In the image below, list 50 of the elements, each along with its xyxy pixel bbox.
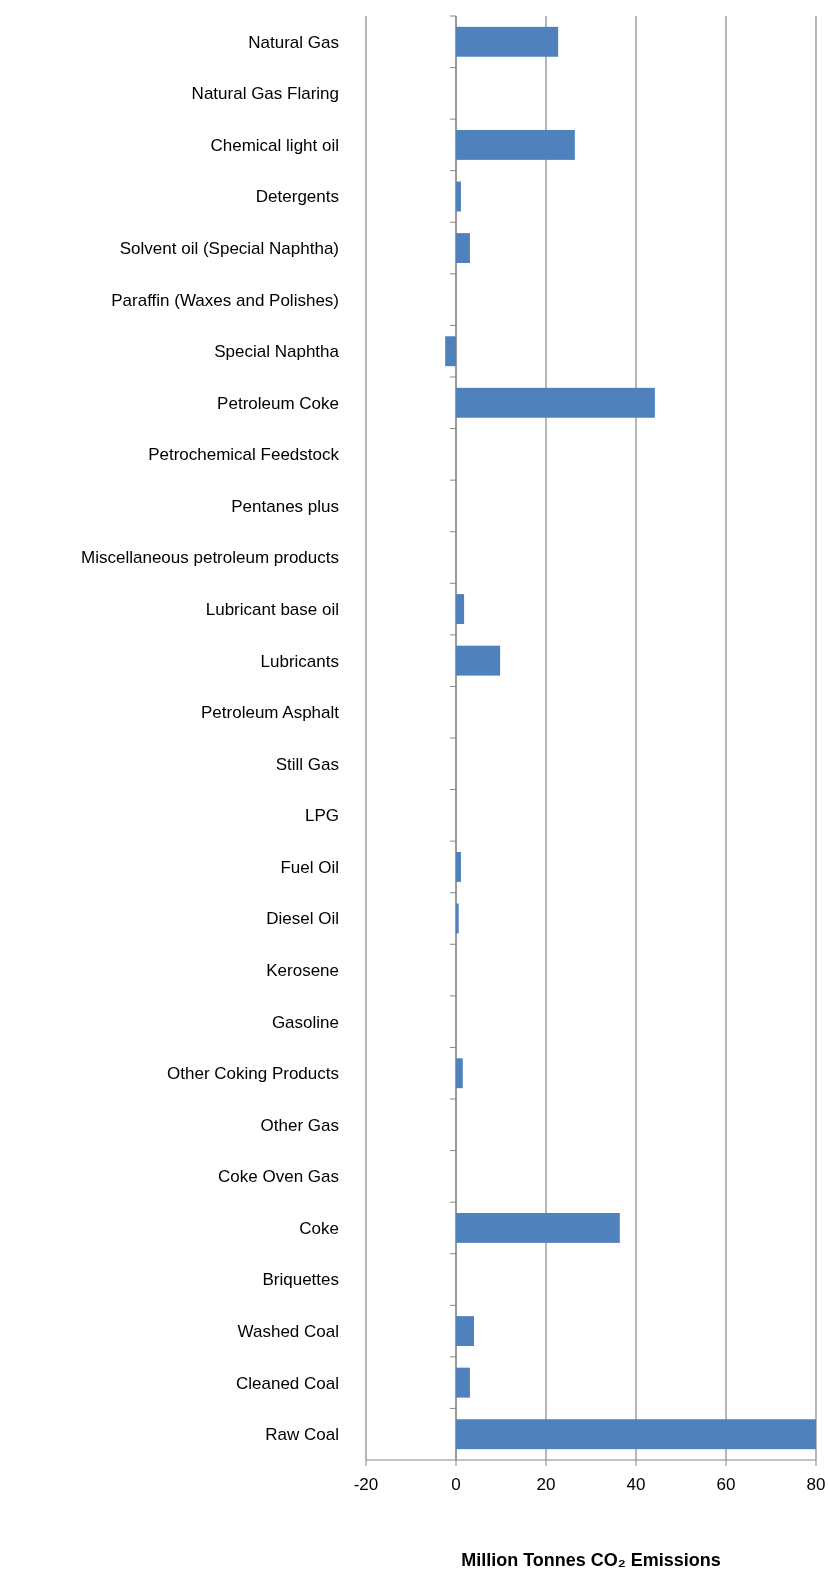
x-tick-label: 20 <box>536 1475 556 1494</box>
y-tick-label: Diesel Oil <box>266 909 339 929</box>
bar <box>456 1419 816 1450</box>
y-tick-label: Natural Gas <box>248 32 339 52</box>
y-tick-label: Miscellaneous petroleum products <box>81 548 339 568</box>
y-tick-label: Pentanes plus <box>231 496 339 516</box>
bar <box>456 1367 470 1398</box>
y-tick-label: Other Coking Products <box>167 1064 339 1084</box>
y-tick-label: Coke <box>299 1218 339 1238</box>
y-tick-label: Other Gas <box>260 1115 339 1135</box>
bar <box>456 594 465 625</box>
bar <box>456 129 575 160</box>
y-tick-label: Briquettes <box>262 1270 339 1290</box>
y-tick-label: Raw Coal <box>265 1425 339 1445</box>
y-tick-label: Solvent oil (Special Naphtha) <box>119 239 339 259</box>
y-tick-label: Petroleum Asphalt <box>201 703 340 723</box>
bar <box>456 233 470 264</box>
y-tick-label: Coke Oven Gas <box>218 1167 339 1187</box>
y-tick-label: Still Gas <box>275 754 339 774</box>
y-tick-label: Gasoline <box>271 1012 339 1032</box>
bar <box>456 26 559 57</box>
y-tick-label: Lubricants <box>260 651 339 671</box>
bar <box>445 336 456 367</box>
bar <box>456 851 461 882</box>
bar <box>456 1316 474 1347</box>
x-tick-label: -20 <box>353 1475 379 1494</box>
bar <box>456 645 501 676</box>
x-tick-label: 60 <box>716 1475 736 1494</box>
bar <box>456 387 655 418</box>
x-tick-label: 80 <box>806 1475 826 1494</box>
y-tick-label: Cleaned Coal <box>235 1373 339 1393</box>
y-tick-label: Natural Gas Flaring <box>191 84 339 104</box>
y-tick-label: Petroleum Coke <box>217 393 339 413</box>
y-tick-label: Petrochemical Feedstock <box>148 445 340 465</box>
y-tick-label: Chemical light oil <box>210 135 339 155</box>
x-tick-label: 0 <box>451 1475 461 1494</box>
y-tick-label: LPG <box>304 806 339 826</box>
x-axis-title: Million Tonnes CO₂ Emissions <box>461 1550 721 1570</box>
y-tick-label: Fuel Oil <box>280 857 339 877</box>
y-tick-label: Kerosene <box>266 961 339 981</box>
y-tick-label: Detergents <box>255 187 339 207</box>
bar <box>456 181 461 212</box>
y-tick-label: Washed Coal <box>237 1322 339 1342</box>
bar <box>456 903 459 934</box>
bar <box>456 1212 620 1243</box>
bar <box>456 1058 463 1089</box>
x-tick-label: 40 <box>626 1475 646 1494</box>
y-tick-label: Paraffin (Waxes and Polishes) <box>111 290 339 310</box>
y-tick-label: Lubricant base oil <box>205 600 339 620</box>
y-tick-label: Special Naphtha <box>214 342 340 362</box>
